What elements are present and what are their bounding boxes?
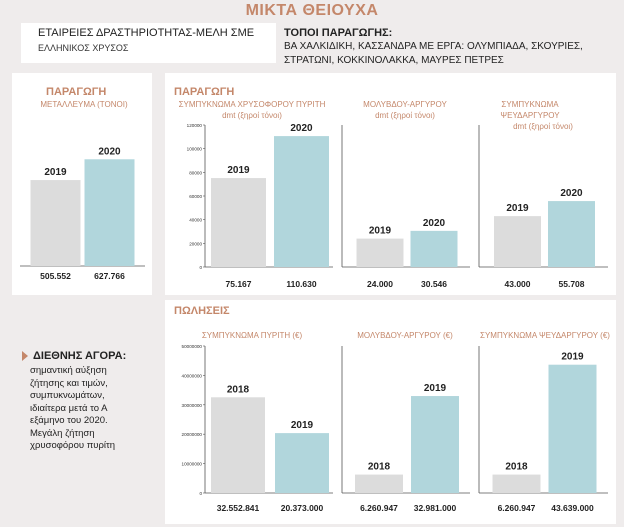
chart-5-value-label: 32.981.000 — [414, 503, 457, 513]
chart-6-bar — [548, 364, 597, 493]
chart-1-tick-label: 0 — [199, 265, 202, 270]
chart-4-value-label: 32.552.841 — [217, 503, 260, 513]
chart-5-title: ΜΟΛΥΒΔΟΥ-ΑΡΓΥΡΟΥ (€) — [357, 331, 453, 340]
chart-2-bar — [410, 230, 458, 267]
chart-1-category-label: 2020 — [290, 123, 313, 134]
left-section-title: ΠΑΡΑΓΩΓΗ — [46, 86, 107, 98]
chart-4-bar — [275, 433, 329, 493]
companies-box: ΕΤΑΙΡΕΙΕΣ ΔΡΑΣΤΗΡΙΟΤΗΤΑΣ-ΜΕΛΗ ΣΜΕ ΕΛΛΗΝΙ… — [21, 23, 276, 63]
chart-5-value-label: 6.260.947 — [360, 503, 398, 513]
market-text: σημαντική αύξηση ζήτησης και τιμών, συμπ… — [30, 365, 115, 451]
chart-3-value-label: 55.708 — [559, 279, 585, 289]
chart-0-title: ΜΕΤΑΛΛΕΥΜΑ (ΤΟΝΟΙ) — [40, 100, 128, 109]
places-value-line2: ΣΤΡΑΤΩΝΙ, ΚΟΚΚΙΝΟΛΑΚΚΑ, ΜΑΥΡΕΣ ΠΕΤΡΕΣ — [284, 55, 504, 66]
triangle-bullet-icon — [22, 351, 28, 362]
chart-1-value-label: 75.167 — [226, 279, 252, 289]
chart-4-title: ΣΥΜΠΥΚΝΩΜΑ ΠΥΡΙΤΗ (€) — [201, 331, 303, 340]
chart-1-tick-label: 20000 — [189, 241, 202, 246]
chart-1-bar — [211, 178, 266, 267]
chart-1-bar — [274, 136, 329, 267]
chart-0-category-label: 2019 — [44, 167, 67, 178]
chart-3-bar — [494, 216, 541, 267]
chart-5-category-label: 2019 — [424, 383, 447, 394]
chart-4-category-label: 2019 — [291, 420, 314, 431]
chart-3-value-label: 43.000 — [505, 279, 531, 289]
chart-6-title: ΣΥΜΠΥΚΝΩΜΑ ΨΕΥΔΑΡΓΥΡΟΥ (€) — [480, 331, 610, 340]
chart-3-title: ΣΥΜΠΥΚΝΩΜΑ ΨΕΥΔΑΡΓΥΡΟΥ — [500, 100, 560, 120]
companies-value: ΕΛΛΗΝΙΚΟΣ ΧΡΥΣΟΣ — [38, 43, 129, 53]
chart-3-category-label: 2020 — [560, 188, 583, 199]
chart-0-bar — [84, 159, 135, 266]
chart-2-category-label: 2019 — [369, 226, 392, 237]
chart-1-tick-label: 60000 — [189, 194, 202, 199]
companies-label: ΕΤΑΙΡΕΙΕΣ ΔΡΑΣΤΗΡΙΟΤΗΤΑΣ-ΜΕΛΗ ΣΜΕ — [38, 27, 255, 39]
chart-5-category-label: 2018 — [368, 462, 391, 473]
chart-4-tick-label: 10000000 — [182, 462, 203, 467]
chart-4-tick-label: 0 — [199, 491, 202, 496]
chart-6-category-label: 2019 — [561, 352, 584, 363]
chart-3-category-label: 2019 — [506, 203, 529, 214]
places-value-line1: ΒΑ ΧΑΛΚΙΔΙΚΗ, ΚΑΣΣΑΝΔΡΑ ΜΕ ΕΡΓΑ: ΟΛΥΜΠΙΑ… — [284, 41, 583, 52]
chart-2-title: ΜΟΛΥΒΔΟΥ-ΑΡΓΥΡΟΥ — [363, 100, 447, 109]
chart-1-subtitle: dmt (ξηροί τόνοι) — [222, 111, 282, 120]
sales-section-title: ΠΩΛΗΣΕΙΣ — [174, 305, 230, 317]
places-box: ΤΟΠΟΙ ΠΑΡΑΓΩΓΗΣ: ΒΑ ΧΑΛΚΙΔΙΚΗ, ΚΑΣΣΑΝΔΡΑ… — [278, 27, 618, 67]
chart-1-tick-label: 80000 — [189, 170, 202, 175]
chart-6-category-label: 2018 — [505, 462, 528, 473]
chart-1-value-label: 110.630 — [286, 279, 317, 289]
chart-4-tick-label: 30000000 — [182, 403, 203, 408]
production-section-title: ΠΑΡΑΓΩΓΗ — [174, 86, 235, 98]
chart-4-category-label: 2018 — [227, 384, 250, 395]
chart-2-subtitle: dmt (ξηροί τόνοι) — [375, 111, 435, 120]
chart-1-tick-label: 120000 — [187, 123, 203, 128]
places-label: ΤΟΠΟΙ ΠΑΡΑΓΩΓΗΣ: — [284, 27, 393, 39]
chart-4-value-label: 20.373.000 — [281, 503, 324, 513]
chart-6-value-label: 6.260.947 — [498, 503, 536, 513]
chart-3-subtitle: dmt (ξηροί τόνοι) — [513, 122, 573, 131]
chart-6-bar — [492, 474, 541, 493]
chart-1-tick-label: 100000 — [187, 147, 203, 152]
chart-0-value-label: 505.552 — [40, 271, 71, 281]
chart-1-category-label: 2019 — [227, 165, 250, 176]
chart-0-bar — [30, 180, 81, 266]
chart-2-value-label: 24.000 — [367, 279, 393, 289]
chart-2-bar — [356, 238, 404, 267]
chart-1-title: ΣΥΜΠΥΚΝΩΜΑ ΧΡΥΣΟΦΟΡΟΥ ΠΥΡΙΤΗ — [178, 100, 326, 109]
market-heading: ΔΙΕΘΝΗΣ ΑΓΟΡΑ: — [22, 350, 126, 362]
chart-6-value-label: 43.639.000 — [551, 503, 594, 513]
chart-5-bar — [411, 396, 459, 493]
chart-4-tick-label: 40000000 — [182, 373, 203, 378]
chart-0-category-label: 2020 — [98, 146, 121, 157]
chart-4-tick-label: 50000000 — [182, 344, 203, 349]
chart-5-bar — [355, 474, 403, 493]
chart-4-tick-label: 20000000 — [182, 432, 203, 437]
market-heading-text: ΔΙΕΘΝΗΣ ΑΓΟΡΑ: — [33, 350, 127, 362]
chart-0-value-label: 627.766 — [94, 271, 125, 281]
chart-3-bar — [548, 201, 595, 267]
page-title: ΜΙΚΤΑ ΘΕΙΟΥΧΑ — [245, 2, 379, 19]
chart-4-bar — [211, 397, 265, 493]
chart-2-value-label: 30.546 — [421, 279, 447, 289]
chart-2-category-label: 2020 — [423, 218, 446, 229]
chart-1-tick-label: 40000 — [189, 218, 202, 223]
